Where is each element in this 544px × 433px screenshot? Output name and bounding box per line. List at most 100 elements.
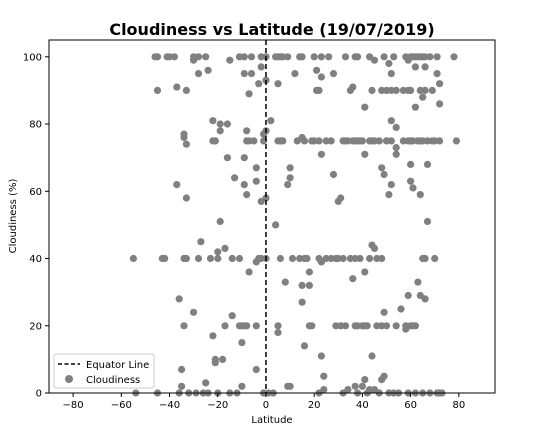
data-point bbox=[209, 117, 217, 125]
data-point bbox=[421, 254, 429, 263]
data-point bbox=[356, 254, 364, 263]
data-point bbox=[411, 322, 419, 330]
data-point bbox=[361, 150, 369, 158]
data-point bbox=[279, 137, 287, 145]
data-point bbox=[161, 254, 169, 263]
data-point bbox=[404, 291, 412, 300]
data-point bbox=[267, 117, 275, 125]
data-point bbox=[243, 191, 251, 199]
data-point bbox=[419, 93, 427, 101]
data-point bbox=[351, 382, 359, 390]
data-point bbox=[240, 70, 248, 78]
data-point bbox=[421, 295, 429, 303]
x-tick-label: 60 bbox=[404, 400, 417, 411]
data-point bbox=[385, 59, 393, 68]
data-point bbox=[366, 254, 374, 263]
data-point bbox=[274, 328, 282, 337]
data-point bbox=[235, 254, 244, 263]
x-tick-label: −20 bbox=[207, 400, 228, 411]
data-point bbox=[170, 53, 178, 61]
data-point bbox=[129, 254, 137, 263]
data-point bbox=[223, 154, 231, 162]
data-point bbox=[182, 254, 190, 263]
data-point bbox=[221, 322, 229, 330]
data-point bbox=[339, 254, 347, 263]
data-point bbox=[320, 372, 328, 380]
data-point bbox=[431, 254, 439, 263]
data-point bbox=[341, 53, 350, 61]
y-tick-label: 100 bbox=[23, 52, 42, 63]
data-point bbox=[228, 254, 236, 263]
chart-title: Cloudiness vs Latitude (19/07/2019) bbox=[109, 20, 434, 39]
data-point bbox=[178, 365, 186, 374]
data-point bbox=[190, 308, 198, 316]
data-point bbox=[303, 254, 311, 263]
data-point bbox=[216, 217, 224, 226]
data-point bbox=[182, 140, 190, 148]
data-point bbox=[173, 181, 181, 189]
x-tick-label: −80 bbox=[63, 400, 84, 411]
data-point bbox=[380, 308, 388, 316]
data-point bbox=[211, 137, 219, 145]
data-point bbox=[411, 103, 419, 111]
data-point bbox=[291, 70, 299, 78]
y-tick-label: 0 bbox=[36, 389, 42, 400]
data-point bbox=[392, 150, 400, 158]
data-point bbox=[436, 137, 444, 145]
data-point bbox=[255, 80, 263, 88]
data-point bbox=[358, 137, 366, 145]
data-point bbox=[320, 386, 328, 394]
data-point bbox=[298, 298, 306, 306]
x-axis-ticks: −80 −60 −40 −20 0 20 40 60 80 bbox=[63, 393, 465, 411]
data-point bbox=[315, 137, 323, 145]
data-point bbox=[216, 120, 224, 128]
data-point bbox=[380, 372, 388, 380]
data-point bbox=[202, 53, 210, 61]
data-point bbox=[173, 83, 181, 91]
x-tick-label: −60 bbox=[111, 400, 132, 411]
data-point bbox=[180, 133, 188, 142]
data-point bbox=[238, 382, 246, 390]
data-point bbox=[317, 53, 325, 61]
data-point bbox=[223, 120, 231, 128]
data-point bbox=[209, 332, 217, 340]
data-point bbox=[272, 221, 280, 229]
data-point bbox=[416, 191, 424, 199]
y-axis-ticks: 0 20 40 60 80 100 bbox=[23, 52, 49, 400]
data-point bbox=[182, 86, 190, 94]
data-point bbox=[407, 160, 415, 168]
data-point bbox=[354, 53, 362, 61]
data-point bbox=[368, 86, 376, 94]
data-point bbox=[252, 365, 260, 374]
data-point bbox=[341, 322, 350, 330]
data-point bbox=[378, 164, 386, 172]
data-point bbox=[240, 154, 248, 162]
data-point bbox=[327, 137, 335, 145]
data-point bbox=[231, 174, 239, 182]
data-point bbox=[423, 217, 432, 226]
data-point bbox=[452, 137, 460, 145]
data-point bbox=[407, 177, 415, 185]
data-point bbox=[433, 53, 441, 61]
y-tick-label: 20 bbox=[29, 321, 42, 332]
data-point bbox=[221, 244, 229, 252]
data-point bbox=[247, 53, 256, 61]
data-point bbox=[308, 322, 316, 330]
data-point bbox=[392, 123, 400, 131]
data-point bbox=[370, 56, 379, 64]
data-point bbox=[433, 70, 441, 78]
data-point bbox=[214, 248, 222, 256]
data-point bbox=[317, 73, 325, 81]
data-point bbox=[219, 355, 227, 363]
data-point bbox=[286, 174, 294, 182]
data-point bbox=[382, 322, 391, 330]
data-point bbox=[194, 53, 203, 61]
legend: Equator Line Cloudiness bbox=[53, 353, 155, 389]
data-point bbox=[197, 238, 205, 246]
data-point bbox=[349, 275, 357, 283]
data-point bbox=[361, 103, 369, 111]
data-point bbox=[397, 305, 405, 313]
data-point bbox=[274, 322, 282, 330]
data-point bbox=[344, 386, 352, 394]
